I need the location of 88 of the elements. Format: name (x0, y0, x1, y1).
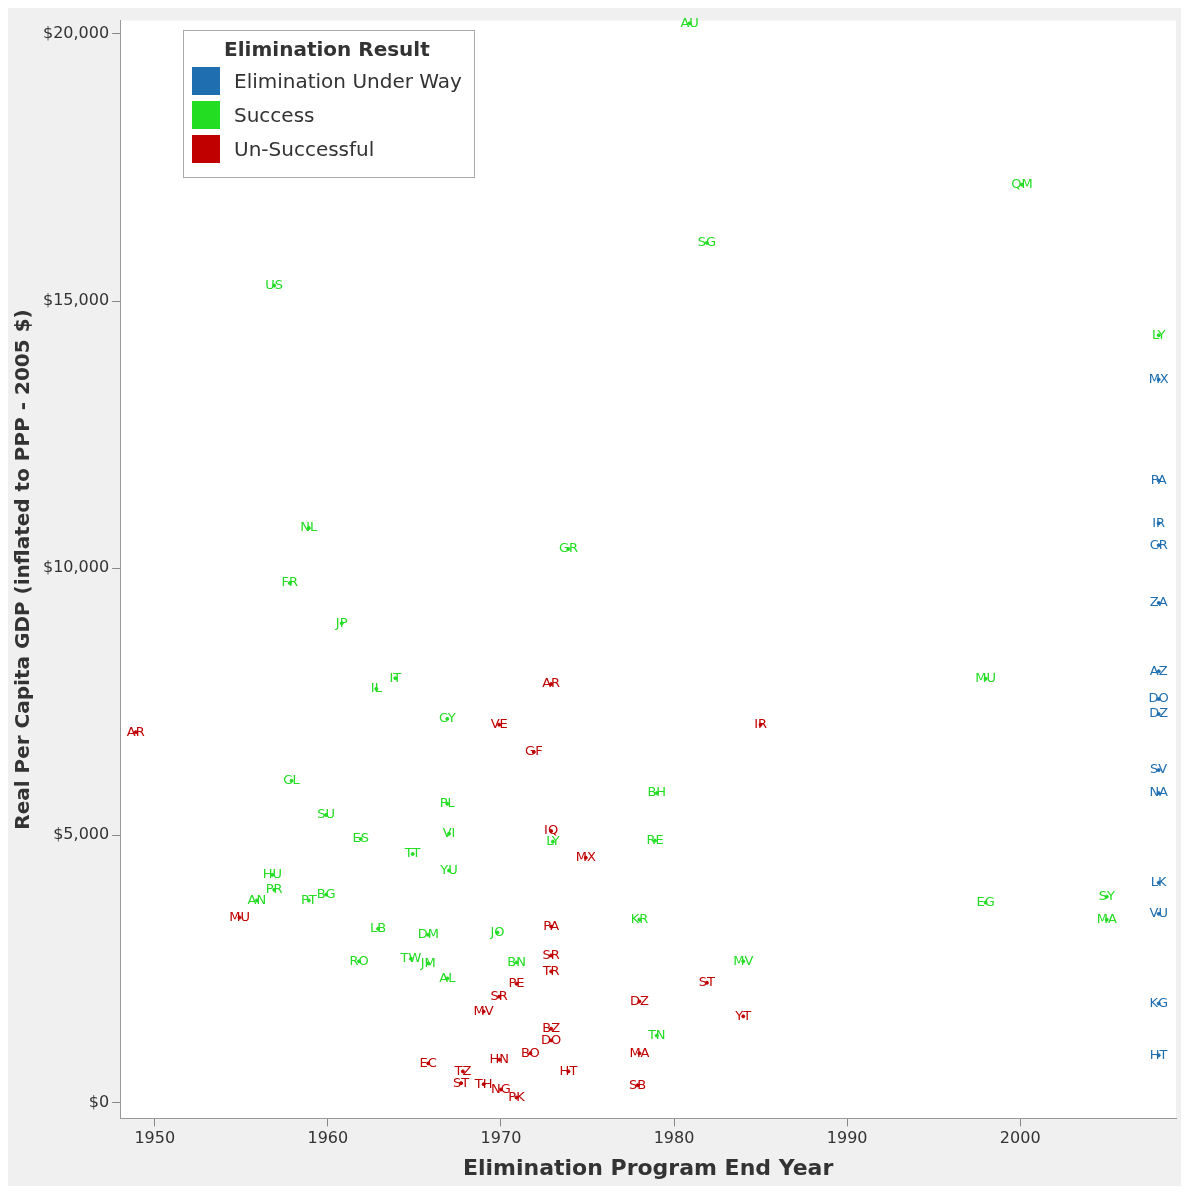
data-label: TH (473, 1075, 493, 1091)
data-label: MU (975, 670, 996, 686)
data-label: PE (508, 975, 525, 991)
x-tick-label: 1970 (480, 1128, 522, 1148)
data-label: YT (734, 1007, 752, 1023)
data-label: SB (629, 1076, 647, 1092)
data-label: ZA (1149, 594, 1168, 610)
y-tick-label: $5,000 (53, 824, 110, 844)
data-label: PL (439, 795, 456, 811)
data-label: FR (281, 574, 299, 590)
data-label: IT (389, 669, 402, 685)
data-label: AR (126, 723, 145, 739)
data-label: HT (1149, 1046, 1168, 1062)
data-label: RO (349, 952, 369, 968)
data-label: KG (1149, 994, 1168, 1010)
data-label: MA (1096, 911, 1117, 927)
x-tick-label: 1990 (826, 1128, 868, 1148)
data-label: BH (647, 784, 667, 800)
x-tick-label: 1980 (653, 1128, 695, 1148)
y-tick-label: $0 (88, 1091, 110, 1111)
data-label: QM (1011, 175, 1033, 191)
legend-title: Elimination Result (223, 37, 431, 61)
y-axis-title: Real Per Capita GDP (inflated to PPP - 2005 $) (10, 309, 35, 830)
data-label: HN (489, 1051, 509, 1067)
y-tick-label: $10,000 (42, 557, 110, 577)
data-label: AZ (1149, 662, 1168, 678)
data-label: PR (265, 881, 283, 897)
data-label: IR (754, 716, 768, 732)
data-label: DZ (1149, 705, 1169, 721)
data-label: AN (247, 891, 267, 907)
data-label: CL (283, 772, 301, 788)
data-label: MX (575, 849, 596, 865)
data-label: MA (629, 1044, 650, 1060)
data-label: MX (1148, 370, 1169, 386)
legend-label: Success (234, 103, 315, 127)
data-label: YU (439, 861, 458, 877)
y-tick-label: $15,000 (42, 290, 110, 310)
data-label: EC (419, 1054, 437, 1070)
y-tick-label: $20,000 (42, 23, 110, 43)
data-label: AL (439, 969, 457, 985)
data-label: AU (680, 14, 699, 30)
data-label: KR (630, 911, 649, 927)
data-label: DO (1148, 690, 1169, 706)
data-label: SY (1098, 888, 1115, 904)
data-label: TR (541, 962, 560, 978)
data-label: DM (417, 926, 439, 942)
data-label: EG (976, 893, 995, 909)
data-label: LY (1151, 326, 1166, 342)
data-label: SR (490, 987, 508, 1003)
data-label: US (265, 276, 284, 292)
data-label: CY (438, 710, 456, 726)
data-label: SV (1150, 761, 1168, 777)
data-label: BO (520, 1044, 540, 1060)
data-label: NA (1149, 784, 1169, 800)
data-label: DZ (629, 992, 649, 1008)
data-label: GR (558, 540, 579, 556)
data-label: HT (559, 1062, 578, 1078)
x-tick-label: 2000 (999, 1128, 1041, 1148)
data-label: SR (542, 946, 560, 962)
data-label: TN (646, 1026, 666, 1042)
data-label: SU (317, 806, 336, 822)
data-label: JO (489, 923, 505, 939)
data-label: RE (646, 831, 664, 847)
x-axis-title: Elimination Program End Year (462, 1154, 834, 1180)
data-label: PA (1150, 471, 1167, 487)
x-tick-label: 1960 (307, 1128, 349, 1148)
data-label: IR (1152, 514, 1166, 530)
data-label: BN (507, 953, 526, 969)
data-label: MV (473, 1002, 494, 1018)
data-label: VE (490, 716, 508, 732)
data-label: ES (352, 830, 369, 846)
legend-label: Un-Successful (234, 137, 375, 161)
data-label: LK (1150, 874, 1168, 890)
data-label: AR (542, 675, 561, 691)
data-label: ST (698, 974, 716, 990)
data-label: MV (733, 952, 754, 968)
data-label: BG (316, 885, 336, 901)
data-label: PA (543, 917, 560, 933)
data-label: VU (1149, 905, 1168, 921)
data-label: HU (262, 866, 283, 882)
legend-label: Elimination Under Way (234, 69, 462, 93)
data-label: TT (403, 845, 421, 861)
data-label: LB (369, 920, 387, 936)
data-label: MU (229, 908, 250, 924)
data-label: CR (1149, 536, 1168, 552)
x-tick-label: 1950 (134, 1128, 176, 1148)
data-label: PT (300, 891, 317, 907)
data-label: GF (525, 743, 543, 759)
